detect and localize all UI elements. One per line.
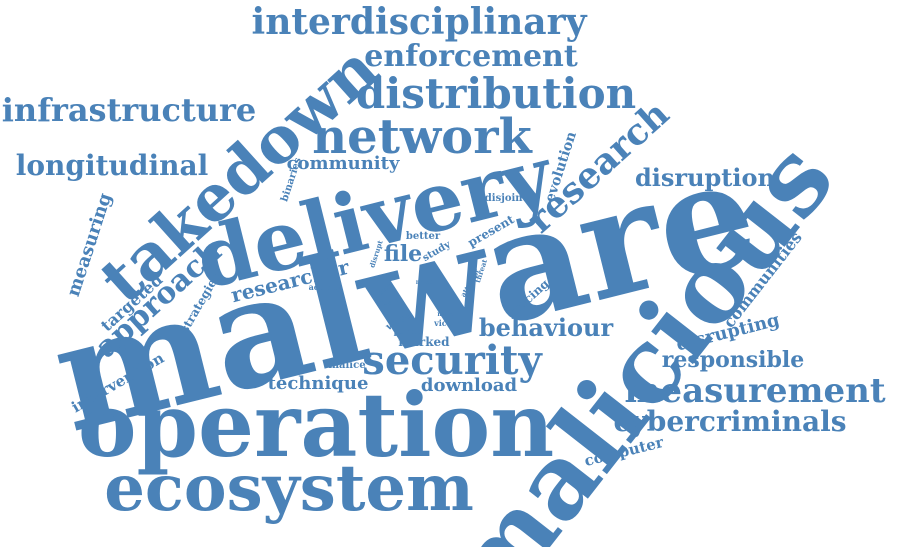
- word-most: most: [416, 280, 433, 286]
- word-interdisciplinary: interdisciplinary: [252, 4, 587, 40]
- word-download: download: [421, 377, 517, 395]
- word-longitudinal: longitudinal: [16, 152, 209, 180]
- word-enforcement: enforcement: [364, 42, 577, 72]
- word-period: period: [394, 327, 423, 335]
- word-ecosystem: ecosystem: [104, 457, 474, 521]
- word-activity: activity: [309, 283, 342, 291]
- word-more: more: [437, 312, 454, 318]
- word-infrastructure: infrastructure: [2, 94, 256, 126]
- word-cybercriminals: cybercriminals: [613, 408, 846, 436]
- word-malice: malice: [328, 361, 365, 371]
- word-victim: victim: [434, 319, 462, 327]
- word-file: file: [384, 243, 422, 265]
- word-distribution: distribution: [356, 73, 636, 115]
- word-marked: marked: [398, 336, 449, 348]
- word-measurement: measurement: [624, 374, 885, 408]
- word-year: year: [378, 298, 397, 306]
- word-better: better: [406, 232, 440, 242]
- word-disjoint: disjoint: [485, 194, 527, 204]
- word-behaviour: behaviour: [479, 316, 613, 340]
- word-disruption: disruption: [635, 166, 775, 190]
- word-community: community: [287, 155, 400, 173]
- word-technique: technique: [268, 375, 369, 393]
